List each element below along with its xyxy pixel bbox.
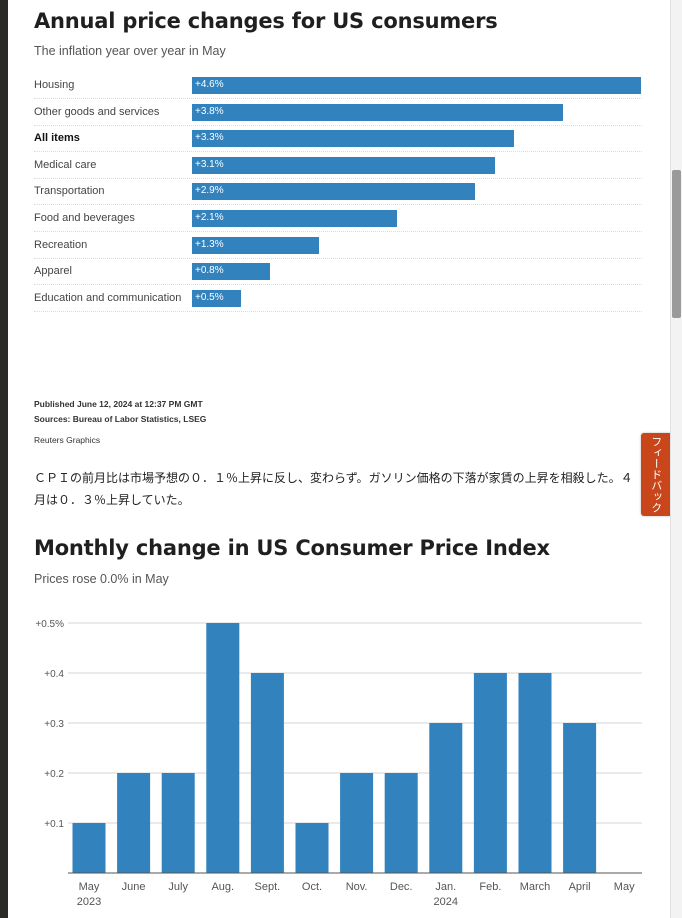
category-label: Housing: [34, 79, 75, 91]
bar-value-label: +3.8%: [195, 105, 224, 117]
x-tick-label: May: [614, 881, 635, 893]
published-date: Published June 12, 2024 at 12:37 PM GMT: [34, 399, 203, 409]
annual-row: Housing +4.6%: [34, 73, 642, 99]
annual-row: Education and communication +0.5%: [34, 286, 642, 312]
x-year-label: 2023: [77, 896, 101, 908]
monthly-chart-subtitle: Prices rose 0.0% in May: [34, 572, 169, 586]
category-label: Medical care: [34, 158, 97, 171]
bar-value-label: +0.8%: [195, 265, 224, 277]
bar-value-label: +3.3%: [195, 132, 224, 144]
bar-value-label: +2.9%: [195, 185, 224, 197]
annual-bar: +3.3%: [192, 130, 515, 148]
category-label: Apparel: [34, 265, 72, 278]
monthly-bar: [72, 823, 106, 873]
annual-row: Other goods and services +3.8%: [34, 100, 642, 126]
scrollbar[interactable]: [670, 0, 682, 918]
monthly-bar-chart: +0.1 +0.2 +0.3 +0.4 +0.5% May 2023 June July Aug.…: [35, 619, 642, 908]
y-tick-label: +0.5%: [35, 619, 64, 630]
y-tick-label: +0.4: [44, 669, 64, 680]
monthly-bar: [250, 673, 284, 873]
feedback-button[interactable]: フィードバック: [641, 433, 671, 516]
monthly-bar: [518, 673, 552, 873]
bar-value-label: +0.5%: [195, 291, 224, 303]
category-label: Education and communication: [34, 291, 182, 304]
article-paragraph: ＣＰＩの前月比は市場予想の０．１％上昇に反し、変わらず。ガソリン価格の下落が家賃…: [34, 471, 633, 507]
x-tick-label: Aug.: [211, 881, 234, 893]
x-tick-label: Dec.: [390, 881, 413, 893]
category-label: Transportation: [34, 185, 105, 198]
annual-bar: +0.8%: [192, 263, 271, 281]
x-tick-label: Sept.: [255, 881, 281, 893]
x-tick-label: Nov.: [346, 881, 368, 893]
annual-row: Apparel +0.8%: [34, 259, 642, 286]
y-tick-label: +0.2: [44, 769, 64, 780]
monthly-bar: [161, 773, 195, 873]
bar-value-label: +2.1%: [195, 212, 224, 223]
annual-bar: +2.1%: [192, 210, 397, 227]
bar-value-label: +3.1%: [195, 158, 224, 170]
annual-bar: +3.1%: [192, 156, 495, 174]
x-tick-label: June: [122, 881, 146, 893]
x-tick-label: Oct.: [302, 881, 322, 893]
x-tick-label: July: [168, 881, 188, 893]
category-label: Other goods and services: [34, 105, 160, 118]
monthly-bar: [384, 773, 418, 873]
annual-row: Medical care +3.1%: [34, 153, 642, 179]
annual-bar: +3.8%: [192, 103, 563, 121]
monthly-bar: [473, 673, 507, 873]
annual-row: Transportation +2.9%: [34, 179, 642, 206]
monthly-bar: [429, 723, 463, 873]
category-label: All items: [34, 132, 80, 145]
bar-value-label: +4.6%: [195, 79, 224, 90]
graphics-credit: Reuters Graphics: [34, 435, 101, 445]
annual-bar: +1.3%: [192, 236, 319, 254]
page: Annual price changes for US consumers Th…: [8, 0, 670, 918]
x-tick-label: Jan.: [435, 881, 456, 893]
monthly-bar: [117, 773, 151, 873]
x-tick-label: April: [569, 881, 591, 893]
annual-row: Recreation +1.3%: [34, 233, 642, 259]
x-tick-label: May: [79, 881, 100, 893]
monthly-chart-title: Monthly change in US Consumer Price Inde…: [34, 536, 550, 560]
annual-chart-title: Annual price changes for US consumers: [34, 9, 498, 33]
x-tick-label: Feb.: [479, 881, 501, 893]
annual-row: Food and beverages +2.1%: [34, 206, 642, 232]
x-tick-label: March: [520, 881, 551, 893]
annual-bar: +0.5%: [192, 289, 241, 307]
y-tick-label: +0.1: [44, 819, 64, 830]
bar-value-label: +1.3%: [195, 238, 224, 250]
annual-chart-subtitle: The inflation year over year in May: [34, 44, 226, 58]
annual-bar: +2.9%: [192, 183, 476, 201]
x-year-label: 2024: [434, 896, 458, 908]
monthly-bar: [295, 823, 329, 873]
annual-row: All items +3.3%: [34, 126, 642, 153]
annual-bar: +4.6%: [192, 77, 641, 94]
sources-line: Sources: Bureau of Labor Statistics, LSE…: [34, 414, 207, 424]
scrollbar-thumb[interactable]: [672, 170, 681, 318]
monthly-bar: [563, 723, 597, 873]
category-label: Food and beverages: [34, 212, 135, 224]
y-tick-label: +0.3: [44, 719, 64, 730]
monthly-bar: [340, 773, 374, 873]
category-label: Recreation: [34, 238, 88, 251]
monthly-bar: [206, 623, 240, 873]
